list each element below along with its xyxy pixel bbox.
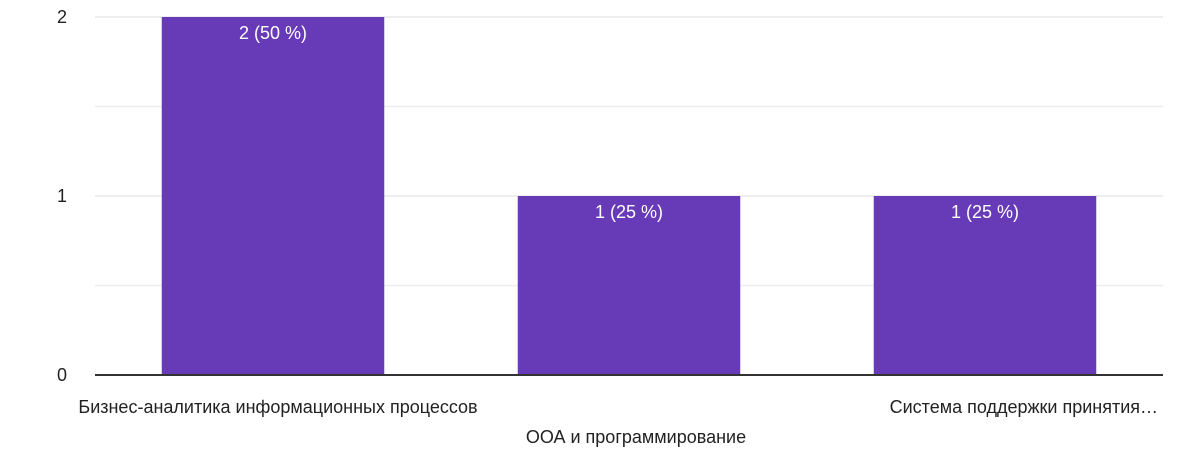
bar-data-label: 1 (25 %) xyxy=(951,202,1019,222)
bars xyxy=(161,17,1097,375)
x-tick-label: Бизнес-аналитика информационных процессо… xyxy=(78,397,477,417)
bar xyxy=(161,17,385,375)
y-tick-label: 2 xyxy=(57,7,67,27)
y-tick-label: 0 xyxy=(57,365,67,385)
bar xyxy=(873,196,1097,375)
bar-data-label: 1 (25 %) xyxy=(595,202,663,222)
y-tick-label: 1 xyxy=(57,186,67,206)
labels: 0 1 2 2 (50 %) 1 (25 %) 1 (25 %) Бизнес-аналит… xyxy=(57,7,1158,447)
bar xyxy=(517,196,741,375)
bar-data-label: 2 (50 %) xyxy=(239,23,307,43)
x-tick-label: Система поддержки принятия… xyxy=(890,397,1158,417)
x-tick-label: ООА и программирование xyxy=(526,427,746,447)
